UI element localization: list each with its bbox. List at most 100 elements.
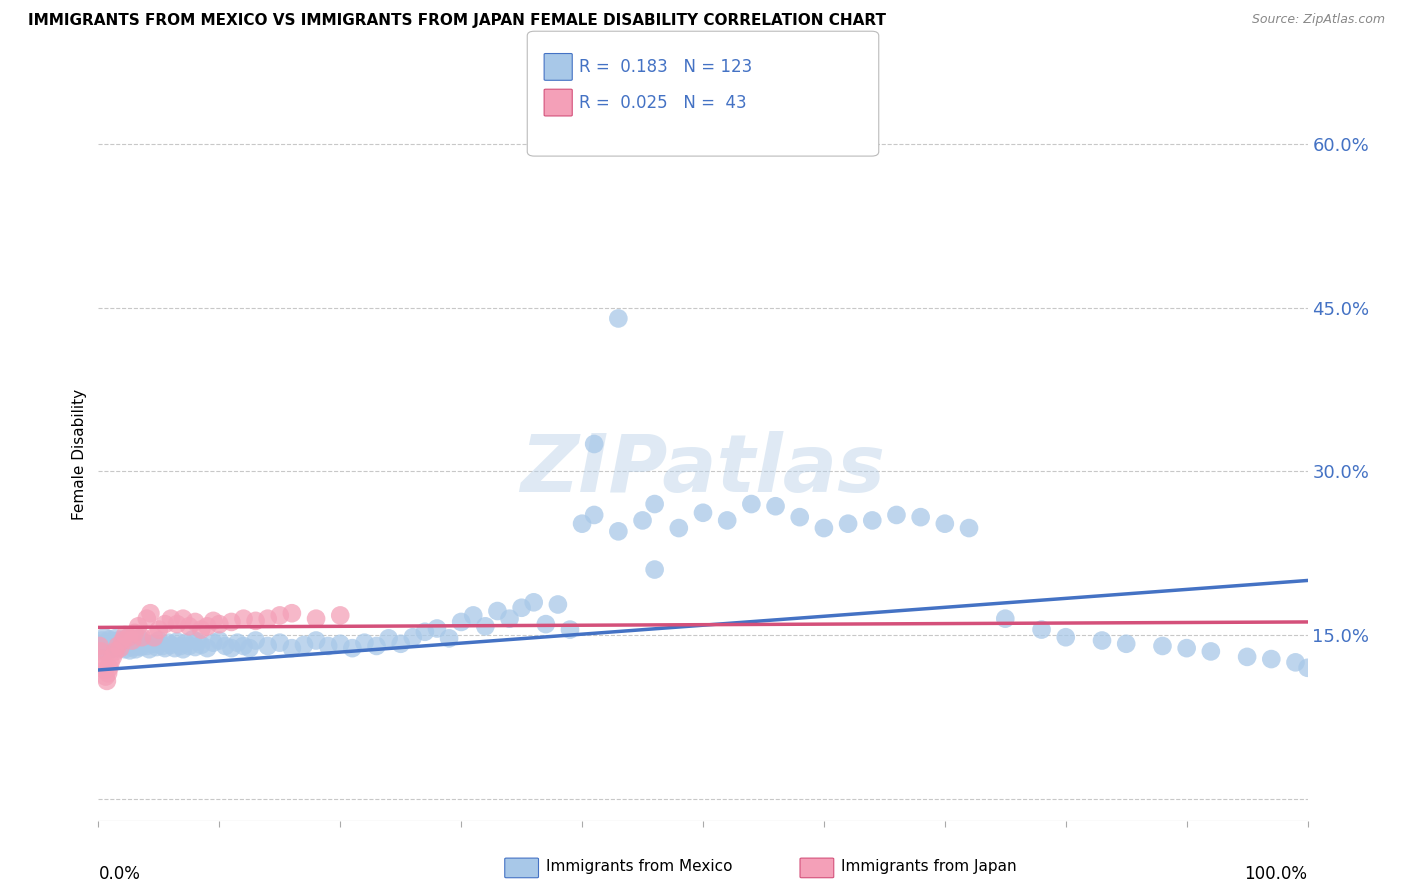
Point [934, 516, 956, 531]
Text: 100.0%: 100.0% [1244, 864, 1308, 882]
Point [221, 615, 243, 629]
Point [534, 617, 557, 632]
Point [329, 637, 352, 651]
Text: Immigrants from Mexico: Immigrants from Mexico [546, 859, 733, 873]
Point [1115, 637, 1137, 651]
Point [101, 649, 124, 664]
Point [91, 658, 114, 673]
Point [232, 639, 254, 653]
Point [108, 636, 131, 650]
Point [157, 636, 180, 650]
Point [91, 652, 114, 666]
Point [789, 510, 811, 524]
Point [631, 513, 654, 527]
Point [127, 619, 149, 633]
Point [172, 612, 194, 626]
Point [910, 510, 932, 524]
Point [716, 513, 738, 527]
Point [547, 598, 569, 612]
Point [583, 437, 606, 451]
Point [139, 606, 162, 620]
Point [226, 636, 249, 650]
Point [342, 641, 364, 656]
Point [256, 639, 278, 653]
Point [118, 630, 141, 644]
Text: 0.0%: 0.0% [98, 864, 141, 882]
Point [353, 636, 375, 650]
Point [94, 669, 117, 683]
Point [179, 639, 201, 653]
Point [115, 634, 138, 648]
Point [112, 639, 135, 653]
Point [124, 639, 146, 653]
Point [124, 625, 146, 640]
Point [97, 641, 120, 656]
Text: R =  0.183   N = 123: R = 0.183 N = 123 [579, 58, 752, 76]
Point [486, 604, 509, 618]
Point [103, 640, 125, 654]
Point [114, 628, 136, 642]
Point [245, 614, 267, 628]
Point [402, 630, 425, 644]
Point [1091, 633, 1114, 648]
Point [463, 608, 485, 623]
Point [127, 636, 149, 650]
Point [765, 500, 787, 514]
Point [96, 636, 118, 650]
Point [583, 508, 606, 522]
Point [239, 641, 262, 656]
Point [245, 633, 267, 648]
Point [292, 638, 315, 652]
Point [120, 637, 142, 651]
Point [498, 612, 520, 626]
Point [105, 639, 128, 653]
Point [510, 600, 533, 615]
Point [89, 637, 111, 651]
Point [145, 640, 167, 654]
Point [160, 612, 183, 626]
Point [91, 633, 114, 648]
Point [813, 521, 835, 535]
Point [607, 311, 630, 326]
Point [118, 630, 141, 644]
Point [668, 521, 690, 535]
Point [886, 508, 908, 522]
Point [377, 632, 399, 646]
Point [111, 632, 134, 647]
Point [100, 638, 122, 652]
Point [256, 612, 278, 626]
Point [128, 632, 150, 646]
Point [692, 506, 714, 520]
Point [96, 673, 118, 688]
Point [163, 641, 186, 656]
Point [474, 619, 496, 633]
Point [281, 641, 304, 656]
Point [994, 612, 1017, 626]
Point [125, 642, 148, 657]
Point [190, 623, 212, 637]
Y-axis label: Female Disability: Female Disability [72, 389, 87, 521]
Point [91, 639, 114, 653]
Point [127, 639, 149, 653]
Point [187, 634, 209, 648]
Point [523, 595, 546, 609]
Point [208, 617, 231, 632]
Point [389, 637, 412, 651]
Point [129, 640, 152, 654]
Point [179, 619, 201, 633]
Point [1031, 623, 1053, 637]
Point [138, 642, 160, 657]
Point [208, 633, 231, 648]
Point [184, 640, 207, 654]
Point [160, 638, 183, 652]
Point [184, 615, 207, 629]
Point [90, 644, 112, 658]
Point [135, 639, 157, 653]
Point [121, 640, 143, 654]
Point [131, 630, 153, 644]
Text: R =  0.025   N =  43: R = 0.025 N = 43 [579, 94, 747, 112]
Point [202, 614, 225, 628]
Point [426, 622, 449, 636]
Point [837, 516, 859, 531]
Text: Source: ZipAtlas.com: Source: ZipAtlas.com [1251, 13, 1385, 27]
